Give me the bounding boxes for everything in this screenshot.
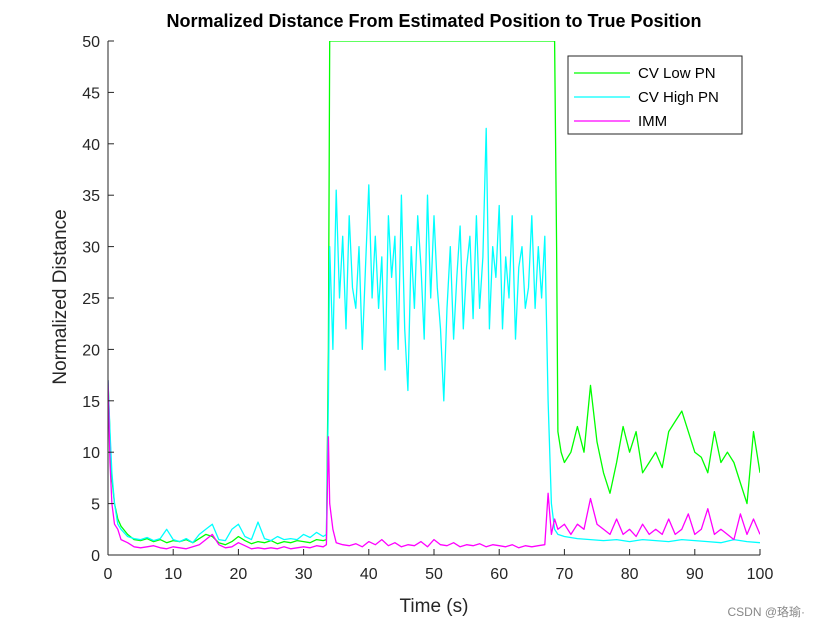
y-tick-label: 5 <box>91 497 100 514</box>
x-tick-label: 40 <box>360 566 378 583</box>
watermark-text: CSDN @珞瑜· <box>727 605 805 619</box>
chart-title: Normalized Distance From Estimated Posit… <box>166 11 701 31</box>
x-tick-label: 70 <box>556 566 574 583</box>
x-tick-label: 20 <box>230 566 248 583</box>
x-tick-label: 30 <box>295 566 313 583</box>
x-tick-label: 100 <box>747 566 774 583</box>
y-tick-label: 0 <box>91 548 100 565</box>
series-layer <box>108 41 760 550</box>
y-axis-label: Normalized Distance <box>50 209 71 384</box>
axes <box>107 40 761 556</box>
x-tick-label: 90 <box>686 566 704 583</box>
x-tick-label: 60 <box>490 566 508 583</box>
series-line-imm <box>108 380 760 550</box>
tick-labels: 0 10 20 30 40 50 60 70 80 90 100 0 5 10 15 20 25 30 35 40 45… <box>82 34 773 583</box>
legend-label: IMM <box>638 113 667 130</box>
y-tick-label: 40 <box>82 137 100 154</box>
y-tick-label: 15 <box>82 394 100 411</box>
y-tick-label: 45 <box>82 85 100 102</box>
y-tick-label: 50 <box>82 34 100 51</box>
series-line-cv-high-pn <box>108 127 760 544</box>
y-tick-label: 25 <box>82 291 100 308</box>
x-tick-label: 10 <box>164 566 182 583</box>
y-tick-label: 20 <box>82 342 100 359</box>
legend-label: CV Low PN <box>638 65 716 82</box>
y-tick-label: 35 <box>82 188 100 205</box>
legend: CV Low PN CV High PN IMM <box>567 55 743 135</box>
x-tick-label: 0 <box>104 566 113 583</box>
legend-label: CV High PN <box>638 89 719 106</box>
x-axis-label: Time (s) <box>400 596 469 617</box>
x-tick-label: 80 <box>621 566 639 583</box>
y-tick-label: 30 <box>82 240 100 257</box>
x-tick-label: 50 <box>425 566 443 583</box>
y-tick-label: 10 <box>82 445 100 462</box>
